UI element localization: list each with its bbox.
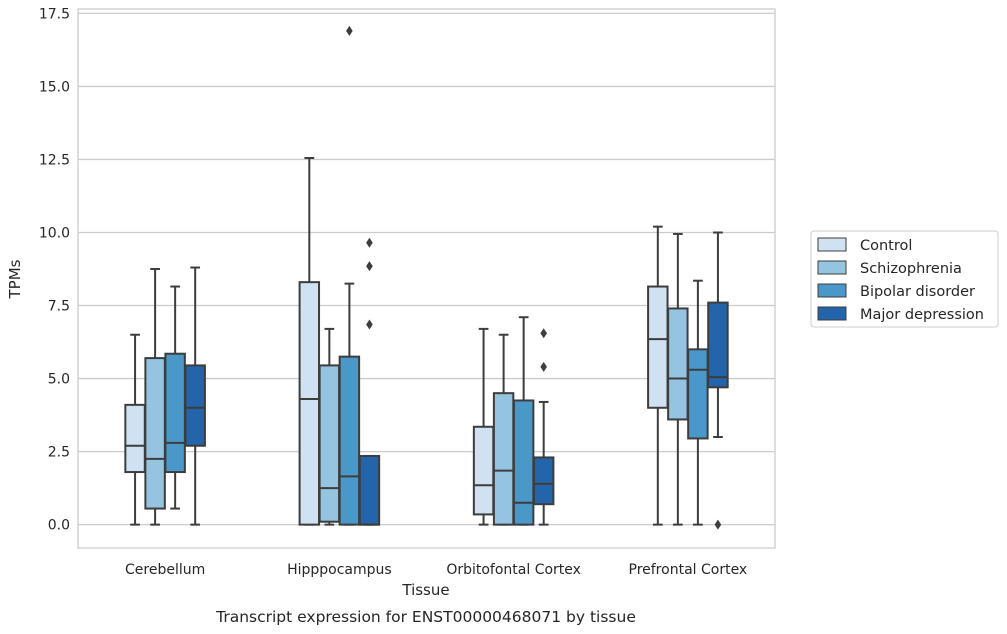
legend-frame xyxy=(810,230,999,328)
y-tick-labels: 0.0 2.5 5.0 7.5 10.0 12.5 15.0 17.5 xyxy=(39,6,70,533)
legend-swatch xyxy=(817,237,847,252)
box xyxy=(124,403,146,474)
legend-label: Schizophrenia xyxy=(860,261,962,277)
box xyxy=(687,348,709,440)
box xyxy=(144,357,166,510)
outlier-point xyxy=(366,261,373,272)
outlier-point xyxy=(366,319,373,330)
y-tick-label: 5.0 xyxy=(48,372,70,388)
box xyxy=(358,454,381,526)
plot-frame xyxy=(77,8,776,549)
y-axis-label: TPMs xyxy=(6,259,24,299)
x-tick-label: Prefrontal Cortex xyxy=(629,562,748,578)
box xyxy=(298,281,321,526)
legend-label: Control xyxy=(860,238,912,254)
x-tick-labels: Cerebellum Hipppocampus Orbitofontal Corte… xyxy=(125,562,747,578)
y-tick-label: 7.5 xyxy=(48,299,70,315)
outlier-point xyxy=(366,237,373,248)
legend-swatch xyxy=(817,260,847,275)
box xyxy=(164,352,186,474)
y-tick-label: 17.5 xyxy=(39,6,70,22)
outlier-point xyxy=(346,25,353,36)
y-tick-label: 12.5 xyxy=(39,152,70,168)
plot-background xyxy=(78,9,775,548)
box xyxy=(667,307,689,421)
outlier-point xyxy=(540,328,547,339)
box xyxy=(647,285,669,409)
x-tick-label: Cerebellum xyxy=(125,562,205,578)
box xyxy=(472,425,495,516)
box xyxy=(512,399,535,526)
legend-swatch xyxy=(817,306,847,321)
outlier-point xyxy=(540,361,547,372)
x-tick-label: Hipppocampus xyxy=(287,562,392,578)
box xyxy=(707,301,729,389)
y-tick-label: 15.0 xyxy=(39,79,70,95)
box xyxy=(338,355,361,526)
legend-label: Major depression xyxy=(860,307,984,323)
legend: Control Schizophrenia Bipolar disorder Majo… xyxy=(810,230,999,328)
box xyxy=(532,456,555,506)
chart-caption: Transcript expression for ENST0000046807… xyxy=(215,608,636,626)
box xyxy=(184,364,206,447)
y-tick-label: 2.5 xyxy=(48,445,70,461)
box xyxy=(492,392,515,526)
box xyxy=(318,364,341,523)
y-tick-label: 10.0 xyxy=(39,225,70,241)
outlier-point xyxy=(714,519,722,530)
legend-swatch xyxy=(817,283,847,298)
x-axis-label: Tissue xyxy=(401,581,449,599)
boxes xyxy=(124,25,729,530)
legend-label: Bipolar disorder xyxy=(860,284,975,300)
y-tick-label: 0.0 xyxy=(48,518,70,534)
x-tick-label: Orbitofontal Cortex xyxy=(446,562,581,578)
